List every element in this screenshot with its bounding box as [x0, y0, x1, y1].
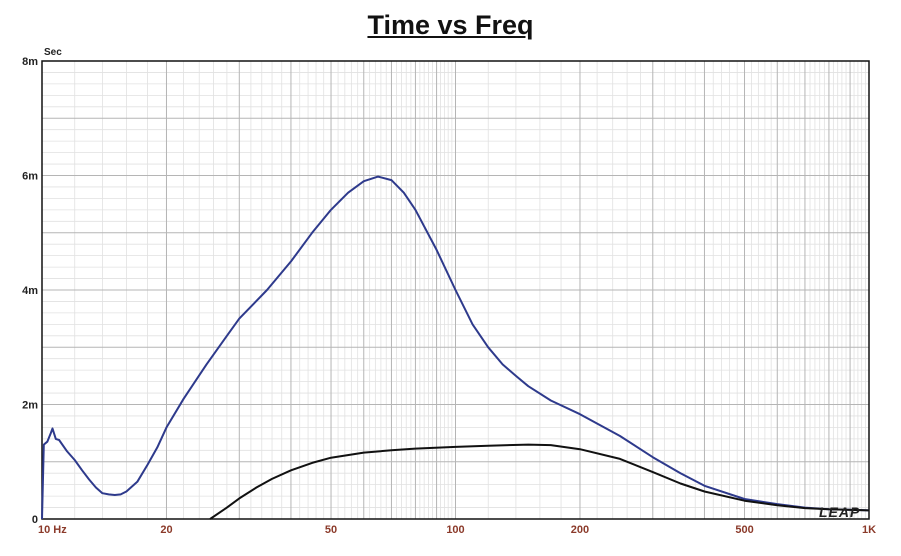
x-tick-label: 1K: [862, 524, 876, 536]
y-tick-label: 0: [32, 514, 38, 526]
series-layer: [41, 175, 870, 520]
y-tick-label: 4m: [22, 285, 38, 297]
y-tick-label: 2m: [22, 400, 38, 412]
x-tick-label: 500: [735, 524, 753, 536]
y-tick-label: 8m: [22, 56, 38, 68]
series-line-2: [209, 443, 870, 520]
grid-major-lines: [42, 61, 869, 519]
x-tick-label: 50: [325, 524, 337, 536]
leap-logo: LEAP: [819, 504, 860, 520]
x-tick-label: 200: [571, 524, 589, 536]
chart-title: Time vs Freq: [367, 10, 534, 40]
y-tick-labels: 0 2m 4m 6m 8m: [22, 56, 38, 526]
x-tick-label: 100: [446, 524, 464, 536]
plot-frame: [41, 60, 870, 520]
y-tick-label: 6m: [22, 171, 38, 183]
x-tick-labels: 10 Hz 20 50 100 200 500 1K: [38, 524, 876, 536]
x-tick-label: 10 Hz: [38, 524, 67, 536]
series-line-1: [41, 175, 870, 520]
y-unit-label: Sec: [44, 47, 62, 58]
x-tick-label: 20: [160, 524, 172, 536]
